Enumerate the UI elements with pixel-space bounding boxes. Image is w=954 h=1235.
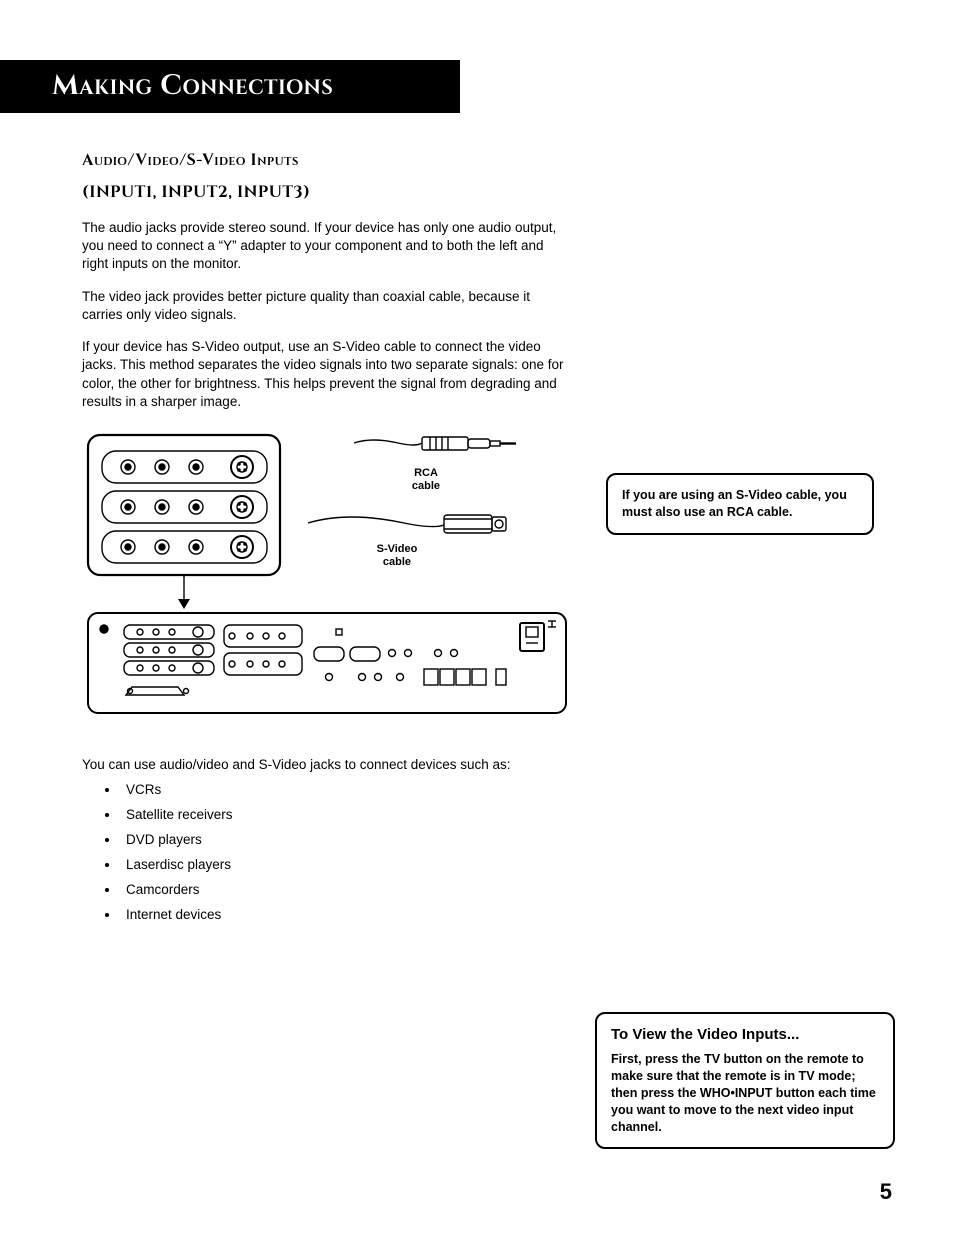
view-inputs-body: First, press the TV button on the remote… [611, 1051, 879, 1135]
svideo-callout: If you are using an S-Video cable, you m… [606, 473, 874, 535]
body-paragraph: The video jack provides better picture q… [82, 288, 572, 324]
av-diagram-svg [82, 429, 572, 719]
list-item: DVD players [120, 832, 572, 847]
main-content: Audio/Video/S-Video Inputs (INPUT1, INPU… [82, 149, 572, 411]
list-item: Satellite receivers [120, 807, 572, 822]
list-item: Laserdisc players [120, 857, 572, 872]
page-number: 5 [880, 1179, 892, 1205]
body-paragraph: The audio jacks provide stereo sound. If… [82, 219, 572, 274]
rca-cable-label: RCAcable [396, 467, 456, 492]
section-subheading: (INPUT1, INPUT2, INPUT3) [82, 181, 572, 203]
diagram-row: RCAcable S-Videocable If you are using a… [82, 429, 894, 719]
section-heading: Audio/Video/S-Video Inputs [82, 149, 572, 171]
devices-section: You can use audio/video and S-Video jack… [82, 757, 572, 922]
manual-page: Making Connections Audio/Video/S-Video I… [0, 0, 954, 1235]
view-inputs-callout-wrap: To View the Video Inputs... First, press… [595, 1012, 895, 1149]
list-item: Internet devices [120, 907, 572, 922]
body-paragraph: If your device has S-Video output, use a… [82, 338, 572, 411]
device-list: VCRs Satellite receivers DVD players Las… [82, 782, 572, 922]
list-item: VCRs [120, 782, 572, 797]
chapter-title: Making Connections [0, 60, 460, 113]
svideo-callout-text: If you are using an S-Video cable, you m… [622, 488, 847, 519]
devices-intro: You can use audio/video and S-Video jack… [82, 757, 572, 772]
connection-diagram: RCAcable S-Videocable [82, 429, 572, 719]
view-inputs-heading: To View the Video Inputs... [611, 1026, 879, 1043]
list-item: Camcorders [120, 882, 572, 897]
svideo-cable-label: S-Videocable [362, 543, 432, 568]
view-inputs-callout: To View the Video Inputs... First, press… [595, 1012, 895, 1149]
